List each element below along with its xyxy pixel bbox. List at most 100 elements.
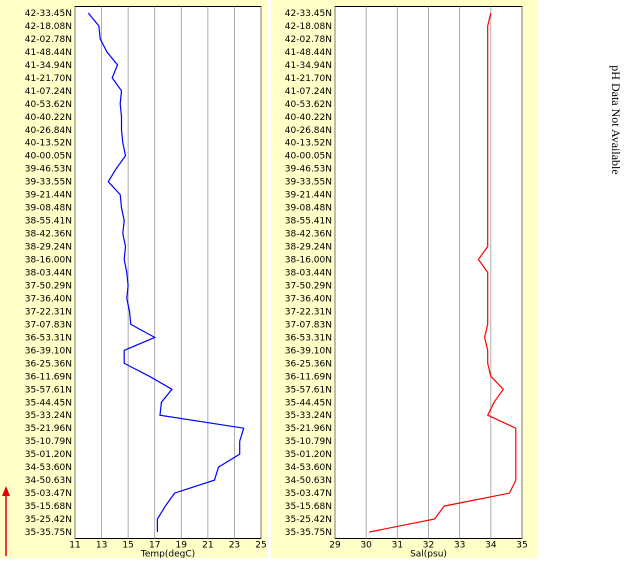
y-tick-label: 40-40.22N <box>285 113 332 123</box>
y-tick-label: 40-26.84N <box>285 126 332 136</box>
x-tick-label: 29 <box>329 541 341 551</box>
y-tick-label: 41-07.24N <box>285 87 332 97</box>
y-tick-label: 39-33.55N <box>25 178 72 188</box>
y-tick-label: 36-39.10N <box>25 346 72 356</box>
y-tick-label: 38-55.41N <box>285 217 332 227</box>
y-tick-label: 39-46.53N <box>285 165 332 175</box>
y-tick-label: 42-18.08N <box>285 22 332 32</box>
y-tick-label: 42-33.45N <box>25 9 72 19</box>
y-tick-label: 40-26.84N <box>25 126 72 136</box>
y-tick-label: 36-25.36N <box>285 359 332 369</box>
y-tick-label: 35-03.47N <box>285 489 332 499</box>
y-tick-label: 36-39.10N <box>285 346 332 356</box>
y-tick-label: 34-53.60N <box>25 463 72 473</box>
y-tick-label: 42-18.08N <box>25 22 72 32</box>
y-tick-label: 41-48.44N <box>25 48 72 58</box>
x-tick-label: 35 <box>516 541 527 551</box>
y-tick-label: 35-33.24N <box>285 411 332 421</box>
x-tick-label: 30 <box>360 541 372 551</box>
y-tick-label: 36-25.36N <box>25 359 72 369</box>
y-tick-label: 40-13.52N <box>285 139 332 149</box>
y-tick-label: 35-01.20N <box>285 450 332 460</box>
y-tick-label: 42-02.78N <box>25 35 72 45</box>
x-tick-label: 13 <box>96 541 107 551</box>
x-axis-label: Temp(degC) <box>140 550 195 559</box>
y-tick-label: 39-33.55N <box>285 178 332 188</box>
y-tick-label: 38-03.44N <box>285 269 332 279</box>
x-tick-label: 19 <box>176 541 188 551</box>
y-tick-label: 38-03.44N <box>25 269 72 279</box>
y-tick-label: 41-34.94N <box>285 61 332 71</box>
x-tick-label: 32 <box>423 541 434 551</box>
y-tick-label: 35-33.24N <box>25 411 72 421</box>
y-tick-label: 38-55.41N <box>25 217 72 227</box>
y-tick-label: 35-35.75N <box>285 528 332 538</box>
y-tick-label: 41-07.24N <box>25 87 72 97</box>
y-tick-label: 39-46.53N <box>25 165 72 175</box>
y-tick-label: 42-33.45N <box>285 9 332 19</box>
y-tick-label: 36-53.31N <box>285 333 332 343</box>
y-tick-label: 35-15.68N <box>25 502 72 512</box>
y-tick-label: 41-21.70N <box>25 74 72 84</box>
x-tick-label: 34 <box>485 541 497 551</box>
y-tick-label: 34-50.63N <box>25 476 72 486</box>
y-tick-label: 38-42.36N <box>285 230 332 240</box>
y-tick-label: 40-00.05N <box>285 152 332 162</box>
x-tick-label: 17 <box>149 541 160 551</box>
y-tick-label: 35-44.45N <box>25 398 72 408</box>
y-tick-label: 39-21.44N <box>25 191 72 201</box>
y-tick-label: 37-07.83N <box>25 320 72 330</box>
y-tick-label: 36-11.69N <box>25 372 72 382</box>
y-tick-label: 40-53.62N <box>285 100 332 110</box>
y-tick-label: 39-08.48N <box>285 204 332 214</box>
y-tick-label: 35-44.45N <box>285 398 332 408</box>
x-axis-label: Sal(psu) <box>410 550 447 559</box>
data-line <box>369 12 517 533</box>
y-tick-label: 42-02.78N <box>285 35 332 45</box>
x-tick-label: 31 <box>392 541 403 551</box>
y-tick-label: 35-10.79N <box>285 437 332 447</box>
note: pH Data Not Available <box>609 65 623 174</box>
y-tick-label: 40-00.05N <box>25 152 72 162</box>
y-tick-label: 35-21.96N <box>25 424 72 434</box>
y-tick-label: 38-16.00N <box>25 256 72 266</box>
y-tick-label: 40-13.52N <box>25 139 72 149</box>
y-tick-label: 37-36.40N <box>25 294 72 304</box>
y-tick-label: 36-53.31N <box>25 333 72 343</box>
y-tick-label: 40-53.62N <box>25 100 72 110</box>
y-tick-label: 34-53.60N <box>285 463 332 473</box>
y-tick-label: 35-57.61N <box>25 385 72 395</box>
y-tick-label: 35-57.61N <box>285 385 332 395</box>
y-tick-label: 35-03.47N <box>25 489 72 499</box>
y-tick-label: 38-29.24N <box>285 243 332 253</box>
y-tick-label: 35-21.96N <box>285 424 332 434</box>
x-tick-label: 15 <box>122 541 133 551</box>
x-tick-label: 11 <box>69 541 80 551</box>
y-tick-label: 38-42.36N <box>25 230 72 240</box>
y-tick-label: 38-16.00N <box>285 256 332 266</box>
data-line <box>87 12 245 532</box>
y-tick-label: 37-22.31N <box>285 307 332 317</box>
x-tick-label: 21 <box>202 541 213 551</box>
y-tick-label: 41-34.94N <box>25 61 72 71</box>
y-tick-label: 39-08.48N <box>25 204 72 214</box>
y-tick-label: 37-22.31N <box>25 307 72 317</box>
x-tick-label: 23 <box>229 541 240 551</box>
y-tick-label: 37-07.83N <box>285 320 332 330</box>
y-tick-label: 35-35.75N <box>25 528 72 538</box>
y-tick-label: 35-10.79N <box>25 437 72 447</box>
y-tick-label: 41-21.70N <box>285 74 332 84</box>
x-tick-label: 25 <box>255 541 266 551</box>
y-tick-label: 35-25.42N <box>25 515 72 525</box>
y-tick-label: 36-11.69N <box>285 372 332 382</box>
y-tick-label: 35-25.42N <box>285 515 332 525</box>
y-tick-label: 41-48.44N <box>285 48 332 58</box>
y-tick-label: 39-21.44N <box>285 191 332 201</box>
y-tick-label: 38-29.24N <box>25 243 72 253</box>
arrow-head <box>2 486 10 496</box>
y-tick-label: 37-36.40N <box>285 294 332 304</box>
y-tick-label: 37-50.29N <box>25 281 72 291</box>
y-tick-label: 34-50.63N <box>285 476 332 486</box>
y-tick-label: 40-40.22N <box>25 113 72 123</box>
